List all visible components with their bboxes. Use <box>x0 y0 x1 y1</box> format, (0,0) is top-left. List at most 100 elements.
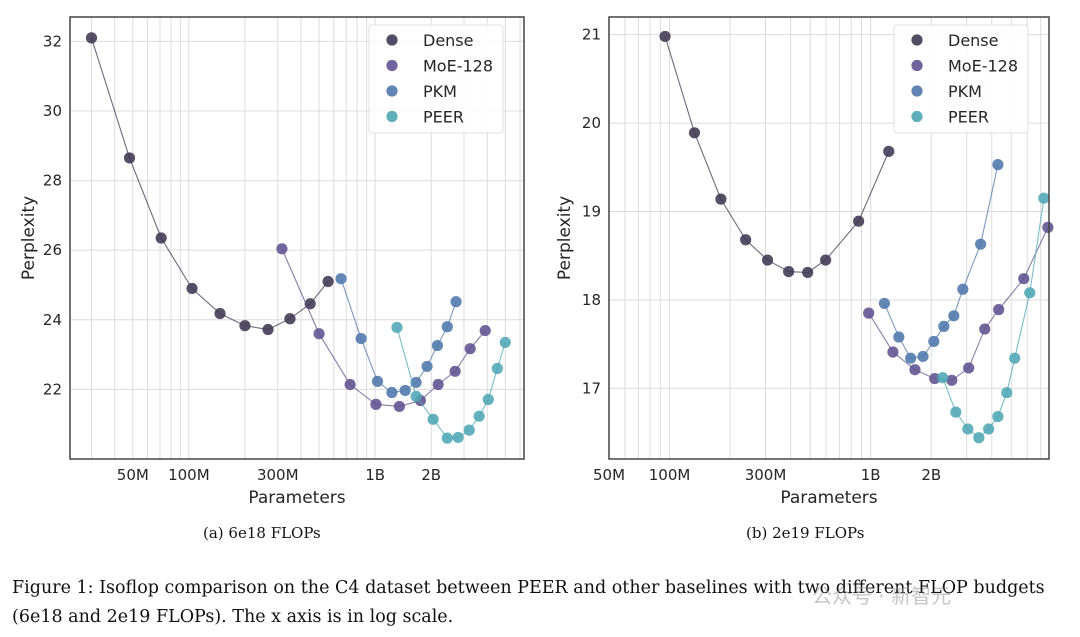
legend-label: MoE-128 <box>948 57 1018 76</box>
data-point <box>1018 273 1030 285</box>
data-point <box>276 243 288 255</box>
data-point <box>313 328 325 340</box>
data-point <box>463 424 475 436</box>
legend-box <box>893 24 1029 134</box>
data-point <box>948 310 960 322</box>
x-tick-label: 50M <box>593 466 625 484</box>
data-point <box>452 431 464 444</box>
legend-marker <box>911 34 923 46</box>
legend-label: PEER <box>948 108 989 127</box>
legend-marker <box>386 85 398 97</box>
subcaption-a: (a) 6e18 FLOPs <box>203 524 321 542</box>
legend-label: Dense <box>423 31 473 50</box>
series-dense <box>85 32 334 336</box>
data-point <box>887 346 899 358</box>
data-point <box>1024 287 1036 299</box>
data-point <box>85 32 98 44</box>
y-tick-label: 30 <box>43 102 62 120</box>
data-point <box>322 275 334 288</box>
data-point <box>1009 352 1021 364</box>
data-point <box>370 398 382 410</box>
figure-caption: Figure 1: Isoflop comparison on the C4 d… <box>12 574 1072 632</box>
data-point <box>688 127 701 139</box>
data-point <box>335 273 347 285</box>
data-point <box>917 350 929 363</box>
legend-marker <box>386 34 398 46</box>
caption-label: Figure 1: <box>12 578 94 598</box>
series-moe-128 <box>276 243 491 413</box>
y-axis-label: Perplexity <box>555 196 575 280</box>
legend-label: PKM <box>948 82 982 101</box>
data-point <box>975 238 987 250</box>
data-point <box>992 159 1004 171</box>
data-point <box>155 232 167 244</box>
data-point <box>399 384 411 397</box>
y-tick-label: 28 <box>43 172 62 190</box>
data-point <box>449 365 461 377</box>
x-tick-label: 2B <box>421 466 441 484</box>
x-tick-label: 50M <box>117 466 149 484</box>
data-point <box>427 413 439 425</box>
legend-label: Dense <box>948 31 998 50</box>
data-point <box>853 215 865 227</box>
data-point <box>386 386 398 399</box>
data-point <box>410 390 422 402</box>
series-line <box>281 248 486 407</box>
data-point <box>820 254 832 266</box>
x-axis-label: Parameters <box>780 488 877 508</box>
data-point <box>344 378 356 391</box>
x-tick-label: 300M <box>257 466 299 484</box>
x-tick-label: 100M <box>168 466 210 484</box>
series-line <box>664 36 890 274</box>
y-tick-label: 24 <box>43 311 62 329</box>
series-dense <box>659 30 895 279</box>
data-point <box>391 321 403 334</box>
legend-box <box>368 24 504 134</box>
chart-6e18-flops: 22 24 26 28 30 32 50M 100M 300M 1B 2B Parameters Per… <box>19 16 525 508</box>
data-point <box>123 152 136 164</box>
y-tick-label: 20 <box>582 114 601 132</box>
legend: Dense MoE-128 PKM PEER <box>893 24 1029 134</box>
data-point <box>883 145 895 157</box>
caption-text: Isoflop comparison on the C4 dataset bet… <box>12 578 1045 627</box>
data-point <box>783 265 795 278</box>
series-line <box>396 327 506 439</box>
series-line <box>868 227 1049 381</box>
series-line <box>883 164 999 359</box>
y-tick-label: 26 <box>43 241 62 259</box>
data-point <box>441 432 453 444</box>
data-point <box>946 374 958 386</box>
data-point <box>441 321 453 333</box>
data-point <box>186 282 198 295</box>
data-point <box>499 336 511 349</box>
data-point <box>973 432 985 444</box>
subcaption-b: (b) 2e19 FLOPs <box>746 524 865 542</box>
data-point <box>937 372 949 384</box>
y-tick-label: 22 <box>43 380 62 398</box>
data-point <box>1001 387 1013 399</box>
x-tick-label: 1B <box>365 466 385 484</box>
data-point <box>431 339 444 352</box>
legend-marker <box>386 59 398 72</box>
data-point <box>659 30 671 43</box>
data-point <box>715 193 727 205</box>
data-point <box>355 332 367 345</box>
data-point <box>432 378 444 391</box>
data-point <box>863 307 875 319</box>
data-point <box>905 352 917 364</box>
data-point <box>979 323 991 335</box>
legend: Dense MoE-128 PKM PEER <box>368 24 504 134</box>
chart-2e19-flops: 17 18 19 20 21 50M 100M 300M 1B 2B Parameters Perpl… <box>555 16 1054 508</box>
data-point <box>992 410 1004 423</box>
data-point <box>993 304 1005 316</box>
data-point <box>482 393 494 406</box>
y-tick-label: 19 <box>582 202 601 220</box>
x-tick-label: 300M <box>745 466 787 484</box>
data-point <box>284 313 296 325</box>
data-point <box>464 343 476 355</box>
data-point <box>393 400 405 413</box>
data-point <box>371 375 384 387</box>
y-tick-label: 32 <box>43 32 62 50</box>
data-point <box>802 266 814 279</box>
legend-marker <box>911 110 923 123</box>
